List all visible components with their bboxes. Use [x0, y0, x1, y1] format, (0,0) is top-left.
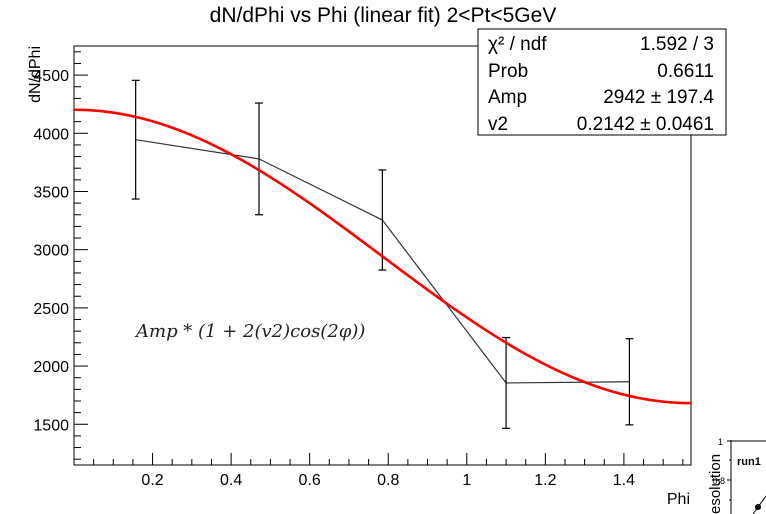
stats-value-v2: 0.2142 ± 0.0461: [577, 114, 714, 135]
chart-title: dN/dPhi vs Phi (linear fit) 2<Pt<5GeV: [210, 4, 557, 27]
fit-curve: [73, 108, 692, 405]
y-tick-label: 1500: [33, 417, 69, 434]
inset-tick-label: 1: [718, 437, 723, 447]
x-tick-label: 1: [462, 472, 471, 489]
y-tick-label: 4500: [33, 68, 69, 85]
stats-label-amp: Amp: [488, 87, 527, 108]
fit-formula-label: Amp * (1 + 2(v2)cos(2φ)): [134, 321, 365, 342]
stats-value-amp: 2942 ± 197.4: [603, 87, 714, 108]
x-axis-label: Phi: [667, 491, 690, 508]
inset-y-label: esolution: [707, 454, 724, 514]
y-tick-label: 2000: [33, 359, 69, 376]
x-axis: 0.2 0.4 0.6 0.8 1 1.2 1.4: [93, 453, 684, 489]
x-tick-label: 0.6: [299, 472, 321, 489]
stats-box-frame: [477, 28, 727, 136]
stats-box: χ² / ndf 1.592 / 3 Prob 0.6611 Amp 2942 …: [477, 28, 727, 136]
y-tick-label: 3500: [33, 184, 69, 201]
y-axis: 1500 2000 2500 3000 3500 4000 4500: [33, 51, 88, 460]
stats-label-chi2: χ² / ndf: [488, 34, 547, 55]
x-tick-label: 1.4: [613, 472, 635, 489]
x-tick-label: 1.2: [534, 472, 556, 489]
y-tick-label: 2500: [33, 301, 69, 318]
y-tick-label: 3000: [33, 243, 69, 260]
stats-label-prob: Prob: [488, 61, 528, 82]
inset-tick-label: 0.8: [712, 476, 725, 486]
stats-value-prob: 0.6611: [657, 61, 714, 82]
inset-panel: esolution 1 0.8 run1: [692, 434, 766, 514]
plot-frame: [73, 45, 692, 466]
stats-label-v2: v2: [488, 114, 508, 135]
inset-background: [692, 434, 766, 514]
x-tick-label: 0.8: [377, 472, 399, 489]
x-tick-label: 0.2: [141, 472, 163, 489]
data-series: [131, 79, 634, 429]
y-tick-label: 4000: [33, 126, 69, 143]
inset-title: run1: [737, 456, 761, 468]
stats-value-chi2: 1.592 / 3: [640, 34, 714, 55]
x-tick-label: 0.4: [220, 472, 242, 489]
inset-marker: [755, 504, 761, 510]
y-axis-label: dN/dPhi: [27, 46, 44, 103]
